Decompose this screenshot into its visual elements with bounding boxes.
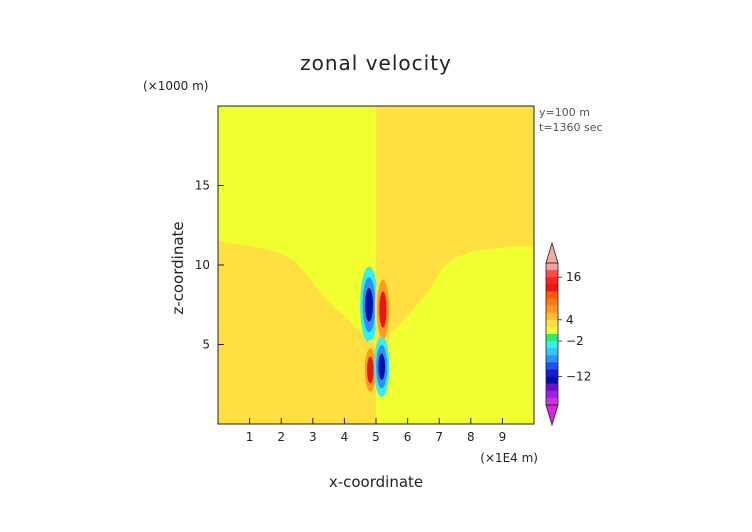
- velocity-contour-2-2: [366, 356, 374, 384]
- colorbar-cell: [546, 334, 558, 342]
- colorbar-frame: [545, 262, 559, 406]
- colorbar-cell: [546, 270, 558, 278]
- colorbar-cell: [546, 291, 558, 299]
- colorbar-cell: [546, 305, 558, 313]
- colorbar-cell: [546, 397, 558, 406]
- colorbar-cell: [546, 319, 558, 328]
- colorbar-cell: [546, 326, 558, 335]
- y-tick-label: 5: [202, 338, 210, 352]
- colorbar-cell: [546, 383, 558, 392]
- x-tick-label: 7: [435, 430, 443, 444]
- y-axis-label: z-coordinate: [169, 221, 187, 314]
- colorbar-cell: [546, 362, 558, 370]
- x-axis: 1 2 3 4 5 6 7 8 9: [246, 418, 506, 444]
- colorbar: 16 4 −2 −12: [545, 241, 591, 427]
- chart-title: zonal velocity: [300, 51, 452, 75]
- annotation-y: y=100 m: [539, 106, 590, 119]
- x-unit-label: (×1E4 m): [480, 451, 538, 465]
- velocity-contour-0-2: [365, 287, 373, 322]
- x-tick-label: 3: [309, 430, 317, 444]
- colorbar-cell: [546, 348, 558, 356]
- velocity-contour-1-2: [379, 291, 387, 328]
- y-axis: 5 10 15: [195, 179, 224, 352]
- x-tick-label: 2: [277, 430, 285, 444]
- region-right-lower: [376, 245, 534, 424]
- x-tick-label: 8: [467, 430, 475, 444]
- x-axis-label: x-coordinate: [329, 473, 423, 491]
- y-unit-label: (×1000 m): [143, 79, 208, 93]
- colorbar-cell: [546, 390, 558, 399]
- colorbar-label: −2: [566, 334, 584, 348]
- colorbar-cell: [546, 369, 558, 377]
- velocity-contour-3-2: [378, 353, 386, 381]
- colorbar-top-arrow: [545, 241, 559, 264]
- colorbar-bottom-arrow: [545, 404, 559, 427]
- x-tick-label: 5: [372, 430, 380, 444]
- region-left-lower: [218, 241, 376, 424]
- x-tick-label: 9: [499, 430, 507, 444]
- colorbar-label: −12: [566, 370, 591, 384]
- colorbar-label: 4: [566, 313, 574, 327]
- colorbar-label: 16: [566, 270, 581, 284]
- y-tick-label: 10: [195, 258, 210, 272]
- colorbar-cell: [546, 376, 558, 384]
- colorbar-cell: [546, 355, 558, 363]
- y-tick-label: 15: [195, 179, 210, 193]
- x-tick-label: 4: [341, 430, 349, 444]
- colorbar-cell: [546, 277, 558, 285]
- colorbar-cell: [546, 263, 558, 271]
- x-tick-label: 6: [404, 430, 412, 444]
- colorbar-cell: [546, 284, 558, 292]
- colorbar-cell: [546, 312, 558, 321]
- annotation-t: t=1360 sec: [539, 121, 603, 134]
- colorbar-cell: [546, 298, 558, 306]
- x-tick-label: 1: [246, 430, 254, 444]
- plot-area: [218, 106, 534, 424]
- colorbar-cell: [546, 341, 558, 349]
